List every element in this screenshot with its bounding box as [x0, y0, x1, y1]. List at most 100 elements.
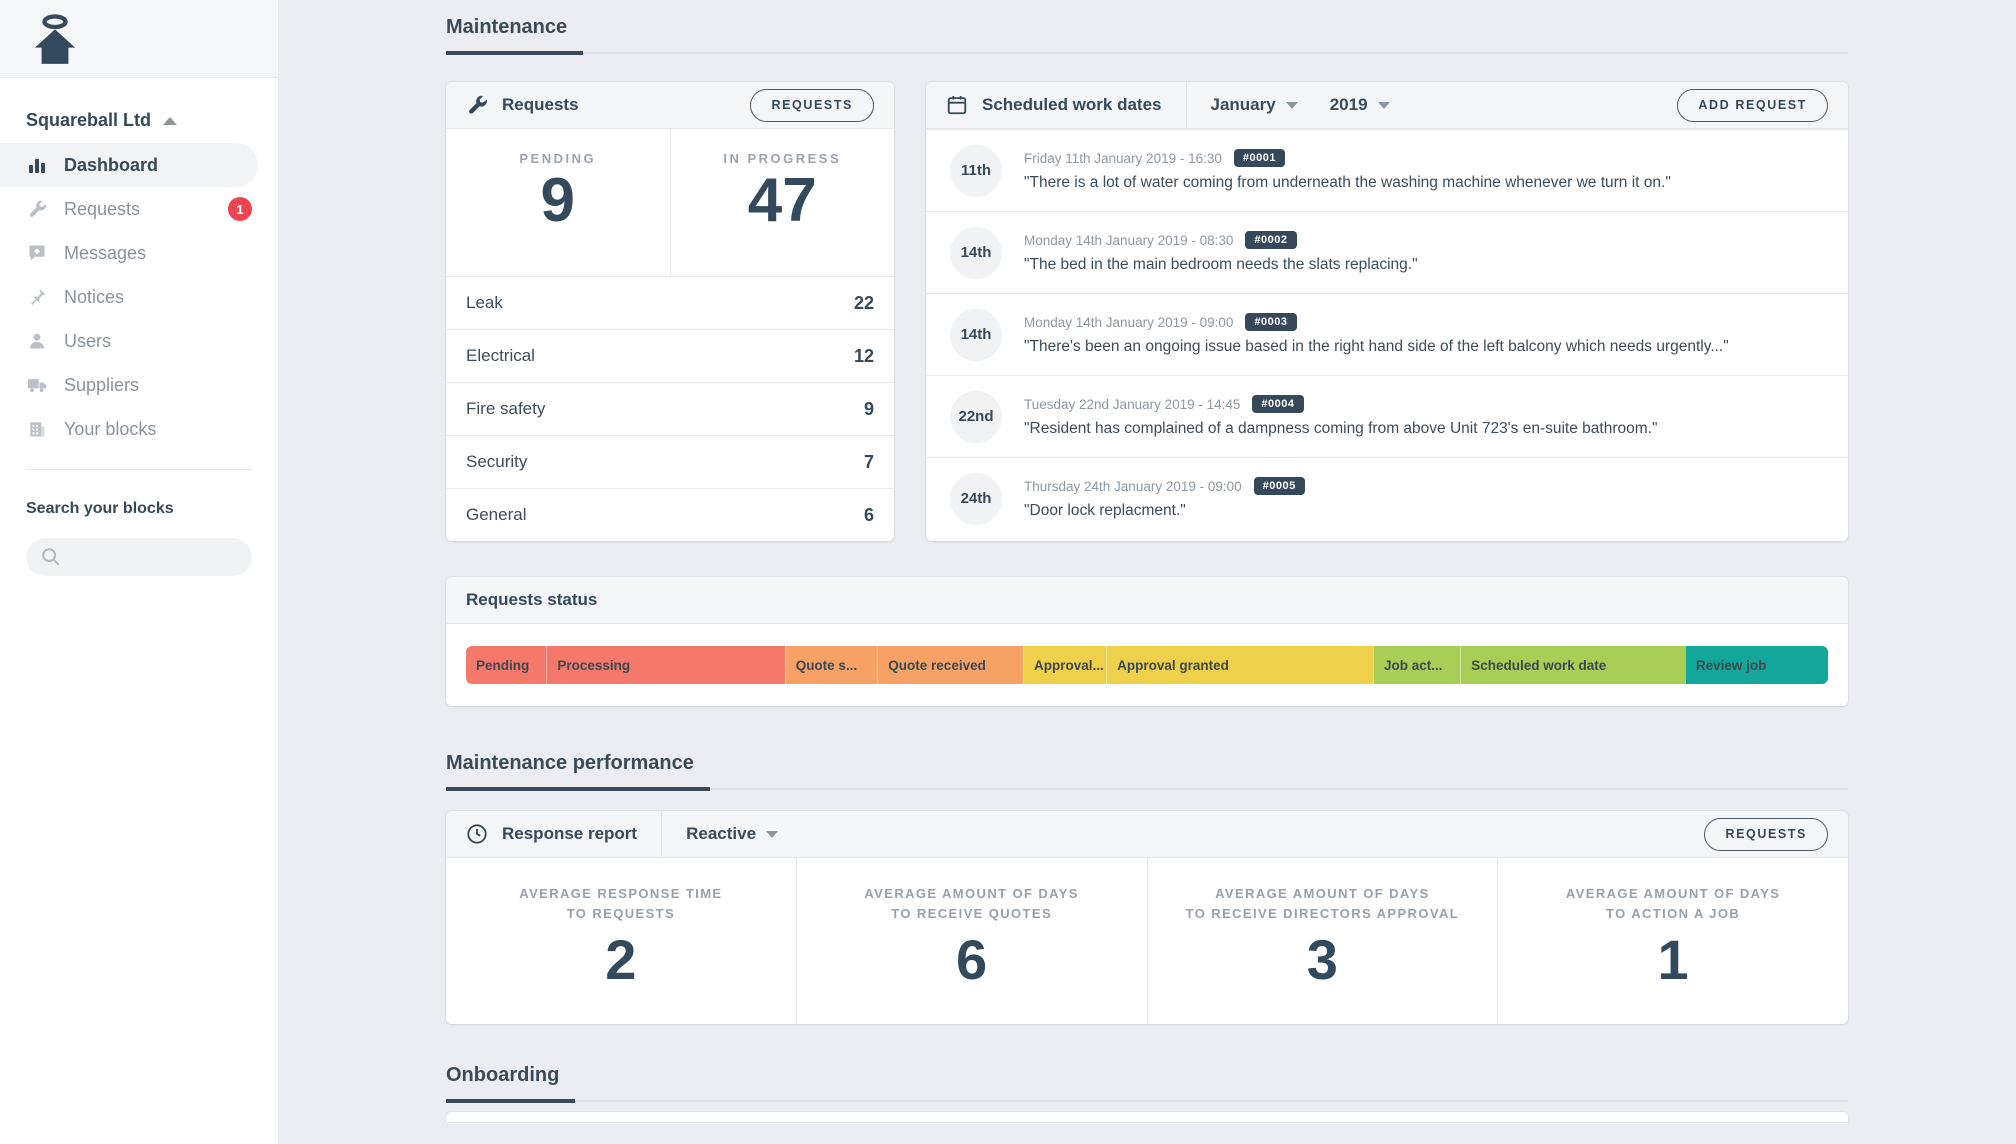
status-segment-quote-received[interactable]: Quote received — [877, 646, 1024, 684]
sidebar-item-messages[interactable]: Messages — [0, 231, 278, 275]
pin-icon — [26, 286, 48, 308]
search-icon — [40, 546, 62, 568]
sidebar-item-label: Your blocks — [64, 418, 157, 439]
schedule-date: Thursday 24th January 2019 - 09:00 — [1024, 478, 1242, 494]
main-content: Maintenance Requests REQUESTS PENDING 9 … — [278, 0, 2016, 1144]
schedule-row[interactable]: 14th Monday 14th January 2019 - 08:30 #0… — [926, 211, 1848, 293]
chevron-down-icon — [1285, 101, 1298, 109]
sidebar-item-notices[interactable]: Notices — [0, 275, 278, 319]
chat-icon — [26, 242, 48, 264]
status-segment-quote-sent[interactable]: Quote s... — [784, 646, 878, 684]
schedule-date: Friday 11th January 2019 - 16:30 — [1024, 150, 1222, 166]
category-row-leak[interactable]: Leak 22 — [446, 276, 894, 329]
sidebar-item-requests[interactable]: Requests 1 — [0, 187, 278, 231]
day-badge: 14th — [950, 226, 1002, 279]
sidebar-item-suppliers[interactable]: Suppliers — [0, 363, 278, 407]
schedule-date: Monday 14th January 2019 - 08:30 — [1024, 232, 1234, 248]
card-title: Requests status — [466, 590, 598, 609]
company-name: Squareball Ltd — [26, 110, 152, 130]
category-row-fire-safety[interactable]: Fire safety 9 — [446, 382, 894, 435]
card-title: Scheduled work dates — [982, 95, 1162, 114]
category-row-security[interactable]: Security 7 — [446, 435, 894, 488]
section-rule — [446, 788, 1848, 790]
sidebar-item-label: Suppliers — [64, 374, 140, 395]
metric-value: 2 — [605, 928, 637, 992]
status-progress-bar: Pending Processing Quote s... Quote rece… — [466, 646, 1828, 684]
schedule-row[interactable]: 24th Thursday 24th January 2019 - 09:00 … — [926, 457, 1848, 539]
schedule-date: Tuesday 22nd January 2019 - 14:45 — [1024, 396, 1241, 412]
schedule-row[interactable]: 14th Monday 14th January 2019 - 09:00 #0… — [926, 293, 1848, 375]
report-type-dropdown[interactable]: Reactive — [686, 824, 779, 844]
sidebar-item-label: Requests — [64, 198, 141, 219]
sidebar: Squareball Ltd Dashboard Requests 1 Mess… — [0, 0, 278, 1144]
status-segment-approval-granted[interactable]: Approval granted — [1106, 646, 1374, 684]
status-segment-scheduled-work-date[interactable]: Scheduled work date — [1460, 646, 1685, 684]
metric-days-to-action: AVERAGE AMOUNT OF DAYS TO ACTION A JOB 1 — [1497, 858, 1848, 1024]
requests-card: Requests REQUESTS PENDING 9 IN PROGRESS … — [446, 82, 894, 541]
schedule-quote: "The bed in the main bedroom needs the s… — [1024, 256, 1418, 273]
tab-maintenance-performance[interactable]: Maintenance performance — [446, 752, 1848, 791]
category-row-electrical[interactable]: Electrical 12 — [446, 329, 894, 382]
calendar-icon — [946, 94, 968, 116]
status-segment-review-job[interactable]: Review job — [1684, 646, 1828, 684]
add-request-button[interactable]: ADD REQUEST — [1677, 88, 1828, 122]
category-row-general[interactable]: General 6 — [446, 488, 894, 541]
section-rule — [446, 52, 1848, 54]
building-icon — [26, 418, 48, 440]
sidebar-item-users[interactable]: Users — [0, 319, 278, 363]
app-logo-house-halo-icon[interactable] — [32, 13, 78, 65]
wrench-icon — [26, 198, 48, 220]
search-input[interactable] — [26, 538, 252, 576]
metric-value: 6 — [956, 928, 988, 992]
in-progress-value: 47 — [747, 166, 817, 235]
request-ref-badge: #0005 — [1253, 477, 1305, 495]
pending-value: 9 — [540, 166, 575, 235]
year-dropdown[interactable]: 2019 — [1330, 95, 1390, 115]
request-ref-badge: #0001 — [1233, 149, 1285, 167]
wrench-icon — [466, 94, 488, 116]
schedule-quote: "Resident has complained of a dampness c… — [1024, 420, 1658, 437]
section-title: Maintenance performance — [446, 752, 710, 791]
sidebar-item-label: Notices — [64, 286, 125, 307]
in-progress-stat: IN PROGRESS 47 — [671, 129, 895, 276]
requests-button[interactable]: REQUESTS — [1704, 817, 1828, 851]
chevron-down-icon — [766, 830, 779, 838]
status-segment-job-actioned[interactable]: Job act... — [1373, 646, 1461, 684]
truck-icon — [26, 374, 48, 396]
sidebar-item-label: Users — [64, 330, 112, 351]
status-segment-processing[interactable]: Processing — [546, 646, 785, 684]
card-title: Response report — [502, 824, 638, 843]
section-title: Onboarding — [446, 1064, 576, 1103]
company-selector[interactable]: Squareball Ltd — [0, 78, 278, 131]
day-badge: 14th — [950, 308, 1002, 361]
in-progress-label: IN PROGRESS — [723, 151, 842, 166]
schedule-quote: "There is a lot of water coming from und… — [1024, 174, 1671, 191]
clock-icon — [466, 823, 488, 845]
status-segment-pending[interactable]: Pending — [466, 646, 547, 684]
pending-label: PENDING — [519, 151, 597, 166]
sidebar-item-label: Messages — [64, 242, 147, 263]
sidebar-item-dashboard[interactable]: Dashboard — [0, 143, 258, 187]
tab-onboarding[interactable]: Onboarding — [446, 1064, 1848, 1103]
card-title: Requests — [502, 95, 579, 114]
header-divider — [1185, 82, 1187, 128]
search-heading: Search your blocks — [26, 500, 174, 517]
sidebar-item-your-blocks[interactable]: Your blocks — [0, 407, 278, 451]
schedule-row[interactable]: 22nd Tuesday 22nd January 2019 - 14:45 #… — [926, 375, 1848, 457]
metric-value: 1 — [1657, 928, 1689, 992]
sidebar-divider — [26, 469, 252, 470]
bar-chart-icon — [26, 154, 48, 176]
metric-days-to-quotes: AVERAGE AMOUNT OF DAYS TO RECEIVE QUOTES… — [795, 858, 1147, 1024]
section-title: Maintenance — [446, 16, 584, 55]
schedule-quote: "There's been an ongoing issue based in … — [1024, 338, 1729, 355]
requests-button[interactable]: REQUESTS — [750, 88, 874, 122]
tab-maintenance[interactable]: Maintenance — [446, 16, 1848, 55]
requests-count-badge: 1 — [228, 197, 252, 221]
chevron-down-icon — [1377, 101, 1390, 109]
day-badge: 11th — [950, 144, 1002, 197]
logo-block — [0, 0, 278, 78]
status-segment-approval[interactable]: Approval... — [1023, 646, 1107, 684]
section-rule — [446, 1100, 1848, 1102]
schedule-row[interactable]: 11th Friday 11th January 2019 - 16:30 #0… — [926, 129, 1848, 211]
month-dropdown[interactable]: January — [1211, 95, 1298, 115]
